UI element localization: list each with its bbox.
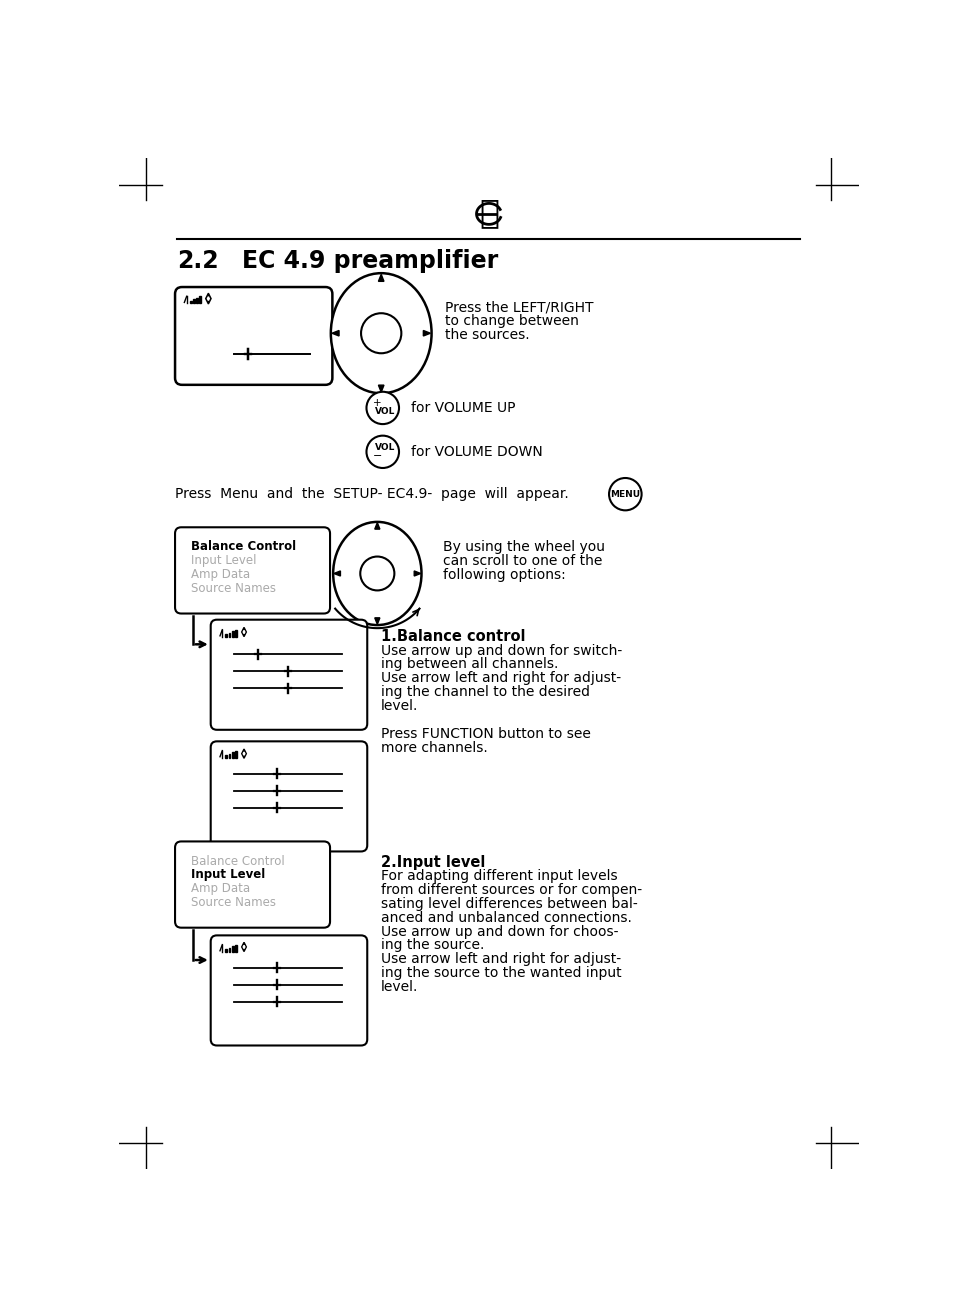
Polygon shape (378, 275, 383, 281)
Text: Source Names: Source Names (191, 896, 275, 909)
Bar (225, 756, 227, 757)
Bar (232, 631, 233, 636)
Text: Use arrow up and down for choos-: Use arrow up and down for choos- (381, 925, 618, 938)
FancyBboxPatch shape (174, 286, 332, 385)
Bar (229, 754, 231, 757)
Bar (234, 945, 236, 951)
FancyBboxPatch shape (211, 936, 367, 1046)
Text: MENU: MENU (610, 490, 639, 499)
Circle shape (366, 436, 398, 468)
Text: Use arrow up and down for switch-: Use arrow up and down for switch- (381, 644, 621, 657)
Polygon shape (378, 385, 383, 392)
Text: EC 4.9 preamplifier: EC 4.9 preamplifier (241, 248, 497, 272)
Text: ℇ: ℇ (478, 197, 498, 229)
Polygon shape (375, 618, 379, 624)
Text: sating level differences between bal-: sating level differences between bal- (381, 897, 638, 911)
Text: level.: level. (381, 980, 418, 993)
Polygon shape (241, 749, 246, 758)
Text: VOL: VOL (375, 443, 395, 452)
Text: anced and unbalanced connections.: anced and unbalanced connections. (381, 911, 632, 925)
Text: from different sources or for compen-: from different sources or for compen- (381, 883, 641, 897)
FancyBboxPatch shape (211, 620, 367, 729)
Text: 1.Balance control: 1.Balance control (381, 629, 525, 644)
Text: 2.Input level: 2.Input level (381, 854, 485, 870)
Polygon shape (332, 331, 338, 336)
Polygon shape (207, 297, 209, 301)
Bar (234, 629, 236, 636)
Bar (190, 301, 192, 304)
Polygon shape (241, 627, 246, 636)
FancyBboxPatch shape (174, 527, 330, 614)
Text: to change between: to change between (444, 314, 578, 328)
Text: Use arrow left and right for adjust-: Use arrow left and right for adjust- (381, 953, 620, 966)
Text: for VOLUME UP: for VOLUME UP (410, 401, 515, 415)
Text: +: + (373, 398, 381, 409)
Bar (229, 947, 231, 951)
Bar (199, 296, 201, 304)
Polygon shape (243, 631, 245, 633)
Text: the sources.: the sources. (444, 328, 529, 342)
Text: level.: level. (381, 699, 418, 714)
Polygon shape (375, 523, 379, 530)
Bar (229, 633, 231, 636)
Ellipse shape (331, 273, 431, 393)
Bar (195, 298, 197, 304)
Circle shape (360, 313, 401, 353)
Text: Balance Control: Balance Control (191, 540, 295, 553)
FancyBboxPatch shape (174, 841, 330, 928)
Bar (234, 750, 236, 757)
Text: for VOLUME DOWN: for VOLUME DOWN (410, 445, 542, 459)
Bar (232, 946, 233, 951)
Text: ing the source to the wanted input: ing the source to the wanted input (381, 966, 621, 980)
Text: By using the wheel you: By using the wheel you (443, 540, 604, 555)
Text: Use arrow left and right for adjust-: Use arrow left and right for adjust- (381, 671, 620, 686)
Text: more channels.: more channels. (381, 741, 487, 754)
Polygon shape (243, 945, 245, 949)
Text: can scroll to one of the: can scroll to one of the (443, 555, 602, 568)
Polygon shape (423, 331, 430, 336)
Text: following options:: following options: (443, 568, 565, 582)
Text: Input Level: Input Level (191, 555, 255, 568)
Text: Input Level: Input Level (191, 869, 265, 882)
Text: −: − (373, 452, 381, 461)
Bar (225, 635, 227, 636)
Text: Press the LEFT/RIGHT: Press the LEFT/RIGHT (444, 300, 593, 314)
Text: ing the channel to the desired: ing the channel to the desired (381, 685, 590, 699)
Circle shape (608, 478, 641, 510)
Text: Source Names: Source Names (191, 582, 275, 595)
Circle shape (366, 392, 398, 424)
Polygon shape (414, 572, 420, 576)
Circle shape (360, 557, 394, 590)
FancyBboxPatch shape (211, 741, 367, 851)
Text: VOL: VOL (375, 407, 395, 417)
Polygon shape (206, 293, 211, 304)
Ellipse shape (333, 522, 421, 625)
Text: For adapting different input levels: For adapting different input levels (381, 869, 618, 883)
Text: Amp Data: Amp Data (191, 568, 250, 581)
Polygon shape (334, 572, 340, 576)
Polygon shape (241, 942, 246, 951)
Text: 2.2: 2.2 (177, 248, 219, 272)
Bar (225, 949, 227, 951)
Text: Balance Control: Balance Control (191, 854, 284, 867)
Text: Amp Data: Amp Data (191, 882, 250, 895)
Bar (193, 300, 194, 304)
Text: ing between all channels.: ing between all channels. (381, 657, 558, 671)
Bar (232, 752, 233, 757)
Text: ing the source.: ing the source. (381, 938, 484, 953)
Text: Press FUNCTION button to see: Press FUNCTION button to see (381, 727, 591, 741)
Text: Press  Menu  and  the  SETUP- EC4.9-  page  will  appear.: Press Menu and the SETUP- EC4.9- page wi… (174, 487, 568, 501)
Polygon shape (243, 752, 245, 756)
